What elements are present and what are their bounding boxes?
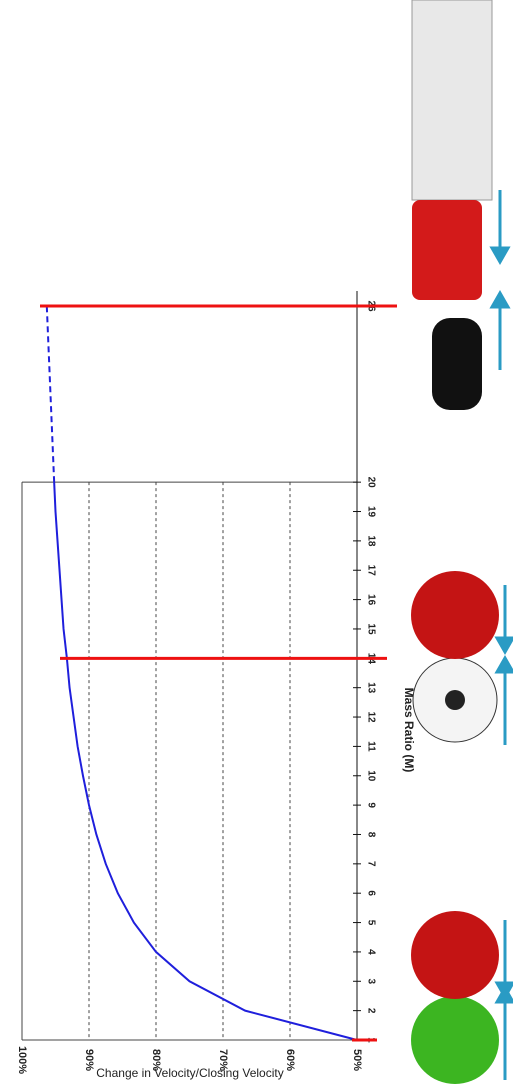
y-tick-label: 60% <box>284 1049 296 1071</box>
x-tick-label: 4 <box>365 949 376 955</box>
x-tick-label: 7 <box>365 861 376 867</box>
x-tick-label: 19 <box>365 506 376 518</box>
arrows <box>489 190 513 1080</box>
soccer-patch <box>445 690 465 710</box>
car <box>432 318 482 410</box>
line <box>45 305 56 483</box>
x-tick-label: 17 <box>365 565 376 577</box>
x-axis-label: Mass Ratio (M) <box>402 688 416 773</box>
truck-cab <box>412 200 482 300</box>
y-tick-label: 80% <box>150 1049 162 1071</box>
x-tick-label: 12 <box>365 711 376 723</box>
y-tick-label: 70% <box>217 1049 229 1071</box>
x-tick-label: 5 <box>365 920 376 926</box>
x-tick-label: 11 <box>365 741 376 752</box>
x-tick-label: 20 <box>365 477 376 489</box>
pictures <box>411 0 513 1084</box>
x-tick-label: 10 <box>365 770 376 782</box>
y-axis-label: Change in Velocity/Closing Velocity <box>96 1066 283 1080</box>
y-tick-label: 100% <box>16 1046 28 1074</box>
x-tick-label: 8 <box>365 832 376 838</box>
red-ball <box>411 911 499 999</box>
x-tick-label: 16 <box>365 594 376 606</box>
x-tick-label: 18 <box>365 535 376 547</box>
line <box>53 482 358 1041</box>
truck-trailer <box>411 0 493 201</box>
x-tick-label: 15 <box>365 623 376 635</box>
green-ball <box>411 996 499 1084</box>
x-tick-label: 3 <box>365 978 376 984</box>
x-tick-label: 13 <box>365 682 376 694</box>
x-tick-label: 9 <box>365 802 376 808</box>
y-tick-label: 50% <box>351 1049 363 1071</box>
x-tick-label: 6 <box>365 890 376 896</box>
red-ball <box>411 571 499 659</box>
y-tick-label: 90% <box>83 1049 95 1071</box>
x-tick-label: 2 <box>365 1008 376 1014</box>
